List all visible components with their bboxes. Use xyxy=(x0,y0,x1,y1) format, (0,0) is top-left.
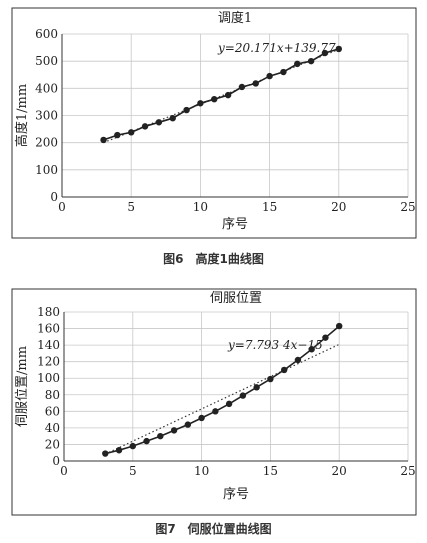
data-point xyxy=(322,334,329,341)
y-tick-label: 0 xyxy=(52,454,60,468)
data-point xyxy=(294,356,302,364)
data-point xyxy=(184,421,192,428)
y-axis-label: 伺服位置/mm xyxy=(15,346,30,427)
figure-caption-7: 图7 伺服位置曲线图 xyxy=(155,522,272,536)
data-point xyxy=(141,123,149,130)
data-point xyxy=(143,437,150,445)
y-tick-label: 80 xyxy=(45,388,60,402)
data-point xyxy=(155,119,163,126)
y-tick-label: 140 xyxy=(37,338,60,352)
data-point xyxy=(100,136,107,144)
x-tick-label: 10 xyxy=(194,464,209,478)
y-tick-label: 20 xyxy=(45,437,60,451)
data-point xyxy=(308,346,315,353)
y-tick-label: 0 xyxy=(50,190,58,204)
data-point xyxy=(183,106,190,114)
chart-height1-svg: 调度1 0 5 10 15 20 25 0 100 200 300 400 500 600 序号 高度1/mm… xyxy=(11,7,417,239)
trendline xyxy=(105,343,340,455)
data-point xyxy=(294,60,301,68)
data-point xyxy=(102,450,109,457)
data-point xyxy=(280,68,287,76)
x-tick-label: 20 xyxy=(331,200,346,214)
x-axis-label: 序号 xyxy=(222,217,248,232)
x-tick-label: 15 xyxy=(262,200,277,214)
y-tick-label: 400 xyxy=(35,81,58,95)
data-point xyxy=(224,91,232,99)
data-point xyxy=(198,414,205,422)
data-point xyxy=(307,57,315,65)
x-axis-label: 序号 xyxy=(223,487,249,502)
x-tick-label: 0 xyxy=(58,200,66,214)
trendline-equation: y=20.171x+139.77 xyxy=(217,41,336,55)
y-tick-label: 120 xyxy=(37,355,60,369)
x-tick-label: 25 xyxy=(400,464,415,478)
data-point xyxy=(212,408,219,415)
x-tick-label: 5 xyxy=(129,464,137,478)
y-tick-label: 600 xyxy=(35,27,58,41)
data-point xyxy=(335,45,342,53)
data-point xyxy=(321,49,329,57)
x-tick-label: 15 xyxy=(263,464,278,478)
y-axis-label: 高度1/mm xyxy=(14,84,30,147)
y-tick-label: 180 xyxy=(37,305,60,319)
y-tick-label: 100 xyxy=(37,371,60,385)
series-line xyxy=(103,48,340,141)
data-point xyxy=(252,80,259,87)
trendline-equation: y=7.793 4x−15 xyxy=(227,338,323,352)
data-point xyxy=(211,96,218,103)
chart-title: 调度1 xyxy=(218,10,252,26)
data-point xyxy=(197,100,204,107)
x-tick-label: 20 xyxy=(332,464,347,478)
data-point xyxy=(129,442,136,450)
data-point xyxy=(253,384,260,391)
chart-height1: 调度1 0 5 10 15 20 25 0 100 200 300 400 500 600 序号 高度1/mm… xyxy=(0,0,427,250)
chart-frame xyxy=(11,288,417,516)
data-point xyxy=(267,375,274,383)
data-point xyxy=(336,322,343,330)
y-tick-label: 200 xyxy=(35,136,58,150)
data-point xyxy=(225,400,233,408)
data-point xyxy=(114,131,121,139)
y-tick-label: 100 xyxy=(35,163,58,177)
chart-servo-position: 伺服位置 0 5 10 15 20 25 0 20 40 60 80 100 120 140 160 180 序号… xyxy=(0,285,427,539)
data-point xyxy=(266,72,273,80)
chart-frame xyxy=(11,7,417,239)
figure-caption-6: 图6 高度1曲线图 xyxy=(163,252,264,266)
y-tick-label: 300 xyxy=(35,109,58,123)
data-point xyxy=(239,392,247,399)
y-tick-label: 160 xyxy=(37,322,60,336)
x-tick-label: 10 xyxy=(193,200,208,214)
data-point xyxy=(238,83,246,91)
data-point xyxy=(157,432,164,440)
x-tick-label: 25 xyxy=(400,200,415,214)
data-point xyxy=(280,366,288,374)
data-point xyxy=(128,129,135,136)
data-point xyxy=(169,115,176,122)
chart-title: 伺服位置 xyxy=(210,291,262,306)
data-point xyxy=(115,447,123,454)
y-tick-label: 60 xyxy=(45,404,60,418)
y-tick-label: 40 xyxy=(45,421,60,435)
data-point xyxy=(170,427,178,434)
x-tick-label: 5 xyxy=(127,200,135,214)
y-tick-label: 500 xyxy=(35,54,58,68)
x-tick-label: 0 xyxy=(60,464,68,478)
